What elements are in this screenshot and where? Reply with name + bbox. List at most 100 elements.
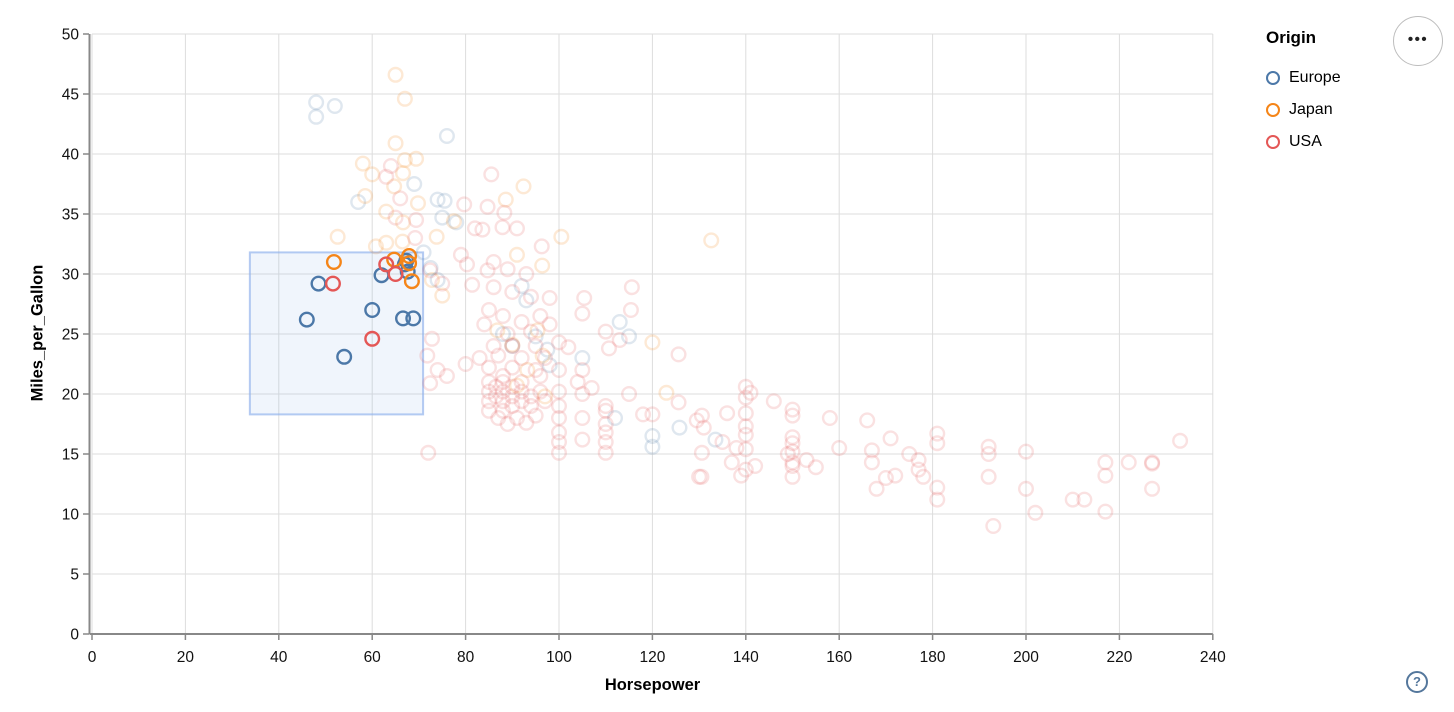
- data-point[interactable]: [691, 468, 708, 485]
- data-point[interactable]: [551, 424, 568, 441]
- data-point[interactable]: [387, 266, 404, 283]
- data-point[interactable]: [607, 410, 624, 427]
- data-point[interactable]: [487, 378, 504, 395]
- data-point[interactable]: [569, 374, 586, 391]
- data-point[interactable]: [737, 426, 754, 443]
- data-point[interactable]: [597, 444, 614, 461]
- data-point[interactable]: [980, 438, 997, 455]
- data-point[interactable]: [1097, 503, 1114, 520]
- data-point[interactable]: [429, 191, 446, 208]
- data-point[interactable]: [434, 209, 451, 226]
- data-point[interactable]: [597, 402, 614, 419]
- data-point[interactable]: [494, 308, 511, 325]
- data-point[interactable]: [980, 468, 997, 485]
- data-point[interactable]: [378, 203, 395, 220]
- data-point[interactable]: [522, 398, 539, 415]
- data-point[interactable]: [1144, 480, 1161, 497]
- data-point[interactable]: [494, 402, 511, 419]
- data-point[interactable]: [635, 406, 652, 423]
- data-point[interactable]: [574, 386, 591, 403]
- data-point[interactable]: [551, 383, 568, 400]
- data-point[interactable]: [779, 446, 796, 463]
- data-point[interactable]: [434, 275, 451, 292]
- data-point[interactable]: [693, 468, 710, 485]
- data-point[interactable]: [821, 410, 838, 427]
- data-point[interactable]: [539, 341, 556, 358]
- data-point[interactable]: [541, 357, 558, 374]
- data-point[interactable]: [392, 190, 409, 207]
- data-point[interactable]: [877, 470, 894, 487]
- data-point[interactable]: [480, 393, 497, 410]
- data-point[interactable]: [541, 316, 558, 333]
- data-point[interactable]: [396, 151, 413, 168]
- data-point[interactable]: [499, 261, 516, 278]
- data-point[interactable]: [420, 444, 437, 461]
- data-point[interactable]: [434, 287, 451, 304]
- data-point[interactable]: [910, 461, 927, 478]
- data-point[interactable]: [1027, 504, 1044, 521]
- data-point[interactable]: [452, 246, 469, 263]
- data-point[interactable]: [929, 435, 946, 452]
- data-point[interactable]: [326, 97, 343, 114]
- data-point[interactable]: [515, 178, 532, 195]
- data-point[interactable]: [522, 388, 539, 405]
- data-point[interactable]: [551, 410, 568, 427]
- data-point[interactable]: [1172, 432, 1189, 449]
- data-point[interactable]: [784, 435, 801, 452]
- data-point[interactable]: [489, 322, 506, 339]
- data-point[interactable]: [308, 94, 325, 111]
- data-point[interactable]: [480, 402, 497, 419]
- data-point[interactable]: [308, 108, 325, 125]
- data-point[interactable]: [707, 431, 724, 448]
- data-point[interactable]: [378, 256, 395, 273]
- data-point[interactable]: [863, 454, 880, 471]
- data-point[interactable]: [576, 290, 593, 307]
- data-point[interactable]: [597, 416, 614, 433]
- data-point[interactable]: [522, 288, 539, 305]
- data-point[interactable]: [574, 431, 591, 448]
- data-point[interactable]: [784, 429, 801, 446]
- data-point[interactable]: [1144, 454, 1161, 471]
- data-point[interactable]: [784, 458, 801, 475]
- data-point[interactable]: [494, 219, 511, 236]
- data-point[interactable]: [513, 314, 530, 331]
- data-point[interactable]: [364, 166, 381, 183]
- data-point[interactable]: [695, 419, 712, 436]
- data-point[interactable]: [882, 430, 899, 447]
- data-point[interactable]: [693, 407, 710, 424]
- data-point[interactable]: [929, 491, 946, 508]
- brush-selection[interactable]: [248, 251, 425, 416]
- data-point[interactable]: [422, 375, 439, 392]
- data-point[interactable]: [737, 378, 754, 395]
- data-point[interactable]: [408, 150, 425, 167]
- data-point[interactable]: [504, 336, 521, 353]
- data-point[interactable]: [428, 228, 445, 245]
- data-point[interactable]: [534, 257, 551, 274]
- data-point[interactable]: [494, 393, 511, 410]
- data-point[interactable]: [536, 350, 553, 367]
- data-point[interactable]: [479, 198, 496, 215]
- data-point[interactable]: [551, 434, 568, 451]
- data-point[interactable]: [395, 310, 412, 327]
- data-point[interactable]: [324, 275, 341, 292]
- data-point[interactable]: [513, 383, 530, 400]
- data-point[interactable]: [403, 273, 420, 290]
- data-point[interactable]: [480, 302, 497, 319]
- data-point[interactable]: [354, 155, 371, 172]
- data-point[interactable]: [364, 302, 381, 319]
- data-point[interactable]: [386, 178, 403, 195]
- data-point[interactable]: [518, 266, 535, 283]
- data-point[interactable]: [504, 338, 521, 355]
- data-point[interactable]: [436, 192, 453, 209]
- data-point[interactable]: [513, 278, 530, 295]
- data-point[interactable]: [494, 374, 511, 391]
- data-point[interactable]: [396, 90, 413, 107]
- data-point[interactable]: [423, 330, 440, 347]
- data-point[interactable]: [325, 253, 342, 270]
- data-point[interactable]: [742, 384, 759, 401]
- data-point[interactable]: [737, 405, 754, 422]
- data-point[interactable]: [409, 195, 426, 212]
- data-point[interactable]: [728, 440, 745, 457]
- data-point[interactable]: [490, 347, 507, 364]
